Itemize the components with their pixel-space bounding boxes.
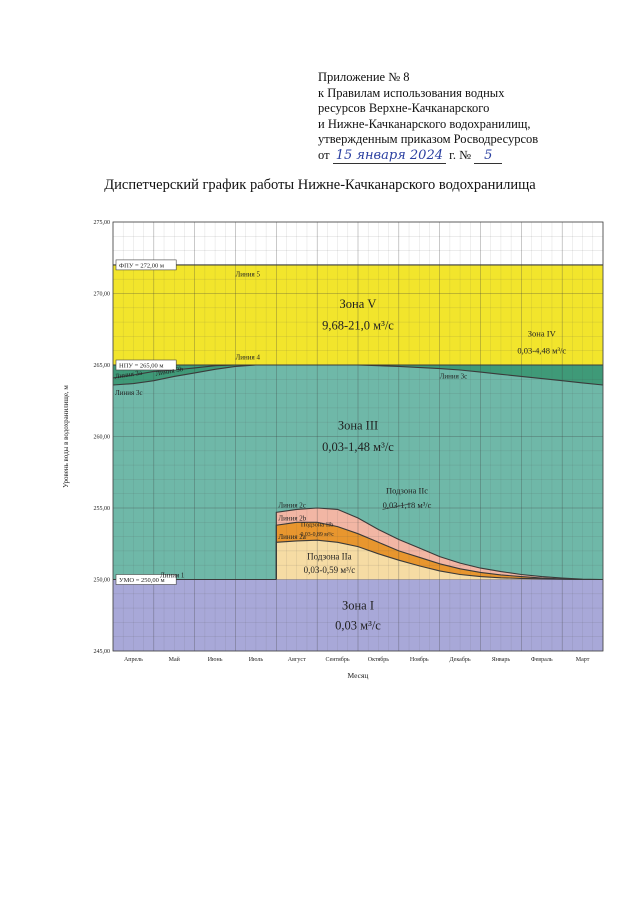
appendix-block: Приложение № 8 к Правилам использования …	[318, 70, 618, 164]
plot-frame	[112, 221, 604, 652]
appendix-line: ресурсов Верхне-Качканарского	[318, 101, 490, 115]
axes-layer: 245,00 250,00 255,00 260,00 265,00 270,00 275,…	[62, 220, 604, 680]
x-tick-label: Февраль	[531, 657, 553, 663]
reference-level: ФПУ = 272,00 м	[115, 259, 177, 271]
line-2c-label: Линия 2c	[278, 501, 306, 509]
appendix-line: к Правилам использования водных	[318, 85, 505, 100]
reference-level-box	[115, 359, 177, 371]
x-tick-label: Сентябрь	[326, 656, 350, 663]
zone-iii-label: Зона III	[338, 418, 378, 432]
subzone-iic-flow: 0,03-1,18 м³/с	[383, 500, 432, 510]
x-tick-label: Июль	[249, 657, 264, 663]
order-line: от 15 января 2024 г. № 5	[318, 147, 618, 164]
order-prefix: от	[318, 147, 330, 162]
y-axis-title: Уровень воды в водохранилище, м	[62, 385, 70, 488]
x-tick-label: Ноябрь	[410, 656, 429, 663]
y-tick-label: 250,00	[94, 578, 111, 584]
line-3c-label: Линия 3с	[115, 389, 143, 397]
x-tick-label: Август	[288, 657, 306, 663]
y-tick-label: 260,00	[94, 435, 111, 441]
reference-level: НПУ = 265,00 м	[115, 359, 177, 371]
x-tick-label: Октябрь	[368, 656, 390, 663]
reference-level: УМО = 250,00 м	[115, 574, 177, 585]
x-tick-label: Декабрь	[450, 656, 471, 663]
reference-level-box	[115, 259, 177, 271]
line-2a-label: Линия 2а	[278, 533, 306, 541]
document-title: Диспетчерский график работы Нижне-Качкан…	[104, 177, 536, 193]
reference-level-label: НПУ = 265,00 м	[119, 363, 164, 370]
y-tick-label: 255,00	[94, 506, 111, 512]
order-number: 5	[474, 147, 503, 164]
reference-level-box	[115, 574, 177, 585]
subzone-iic-label: Подзона IIc	[386, 486, 428, 496]
zone-i-flow: 0,03 м³/с	[335, 619, 381, 633]
line-3a-label: Линия 3а	[114, 369, 143, 381]
line-3a	[112, 370, 154, 379]
zone-v-flow: 9,68-21,0 м³/с	[322, 318, 394, 332]
line-2b	[275, 521, 603, 581]
y-tick-label: 270,00	[94, 292, 111, 298]
zone-iii-flow: 0,03-1,48 м³/с	[322, 440, 394, 454]
zone-iv-label: Зона IV	[528, 328, 557, 338]
x-tick-label: Июнь	[208, 657, 223, 663]
subzone-iib-label: Подзона IIb	[301, 522, 334, 529]
line-3c	[112, 364, 604, 386]
subzone-iia-flow: 0,03-0,59 м³/с	[304, 565, 356, 575]
zone-i-label: Зона I	[342, 599, 374, 613]
order-date: 15 января 2024	[332, 147, 446, 164]
subzone-iia-label: Подзона IIa	[307, 551, 351, 561]
appendix-line: утвержденным приказом Росводресурсов	[318, 132, 539, 146]
reference-level-label: УМО = 250,00 м	[119, 577, 165, 584]
line-2c	[275, 507, 604, 581]
subzone-iic-leader	[382, 503, 412, 510]
line-2b-label: Линия 2b	[278, 514, 306, 522]
zone-iv-flow: 0,03-4,48 м³/с	[517, 346, 566, 356]
lines-layer	[112, 264, 604, 581]
line-3c-label-2: Линия 3с	[440, 373, 468, 381]
line-5-label: Линия 5	[236, 270, 261, 278]
labels-layer: ФПУ = 272,00 м НПУ = 265,00 м УМО = 250,00…	[114, 259, 566, 633]
y-tick-label: 275,00	[94, 220, 111, 226]
reference-level-label: ФПУ = 272,00 м	[119, 262, 164, 269]
y-tick-label: 245,00	[94, 649, 111, 655]
subzone-iib-flow: 0,03-0,89 м³/с	[301, 532, 335, 538]
x-tick-label: Май	[169, 656, 181, 663]
grid-layer	[112, 221, 604, 652]
x-tick-label: Январь	[492, 657, 511, 663]
x-tick-label: Март	[576, 657, 590, 663]
line-3b	[153, 364, 236, 372]
x-axis-title: Месяц	[348, 671, 369, 680]
line-2a	[275, 539, 603, 581]
appendix-line: Приложение № 8	[318, 70, 410, 84]
order-year-suffix: г. №	[449, 147, 472, 162]
x-tick-label: Апрель	[124, 657, 143, 663]
line-4-label: Линия 4	[236, 353, 261, 361]
zone-v-label: Зона V	[340, 297, 377, 311]
line-1-label: Линия 1	[160, 572, 185, 580]
y-tick-label: 265,00	[94, 363, 111, 369]
appendix-line: и Нижне-Качканарского водохранилищ,	[318, 116, 531, 131]
